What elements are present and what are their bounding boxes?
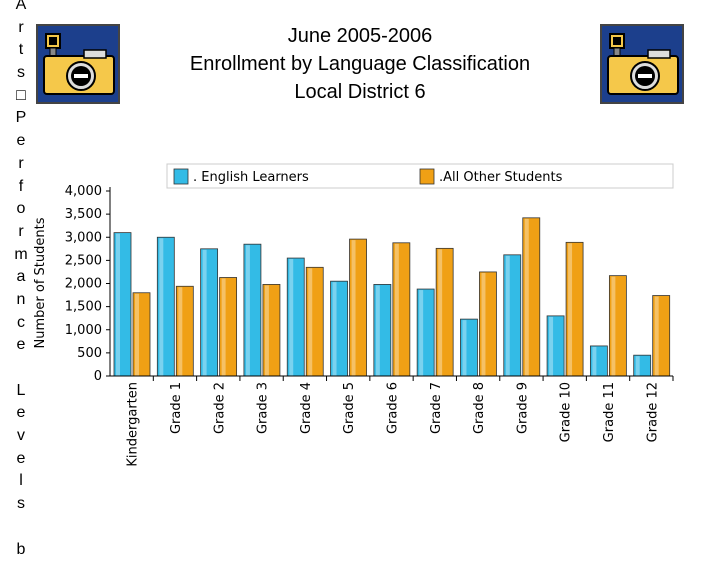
bar-highlight (506, 256, 510, 376)
legend-swatch (420, 169, 434, 184)
bar-highlight (655, 297, 659, 376)
y-axis-label: Number of Students (33, 217, 48, 348)
bar-all-other (436, 248, 453, 376)
bar-highlight (178, 287, 182, 376)
x-category-label: Grade 3 (256, 382, 271, 434)
bar-all-other (523, 218, 540, 376)
bar-highlight (525, 219, 529, 376)
x-category-label: Grade 8 (472, 382, 487, 434)
bar-highlight (568, 243, 572, 376)
y-tick-label: 0 (94, 369, 102, 384)
bar-highlight (419, 290, 423, 376)
bar-highlight (246, 245, 250, 376)
bar-highlight (438, 249, 442, 376)
bar-highlight (265, 285, 269, 376)
bar-highlight (289, 259, 293, 376)
side-text-char: b (10, 539, 32, 561)
legend-label: . English Learners (193, 170, 309, 185)
bar-highlight (203, 250, 207, 376)
x-category-label: Grade 5 (342, 382, 357, 434)
bar-highlight (549, 317, 553, 376)
bar-english-learners (504, 255, 521, 376)
bar-highlight (159, 238, 163, 376)
bar-highlight (376, 285, 380, 376)
bar-all-other (350, 239, 367, 376)
y-tick-label: 3,000 (65, 230, 102, 245)
chart-legend: . English Learners .All Other Students (167, 164, 673, 188)
y-tick-label: 2,500 (65, 253, 102, 268)
y-tick-label: 3,500 (65, 207, 102, 222)
x-category-label: Kindergarten (126, 382, 141, 467)
bar-english-learners (590, 346, 607, 376)
x-axis: Kindergarten Grade 1 Grade 2 Grade 3 Grade 4… (110, 376, 673, 467)
enrollment-bar-chart: . English Learners .All Other Students 0 5… (0, 0, 720, 540)
bar-all-other (479, 272, 496, 376)
y-tick-label: 4,000 (65, 184, 102, 199)
bar-highlight (611, 277, 615, 376)
bar-english-learners (460, 319, 477, 376)
bar-highlight (395, 244, 399, 376)
bar-highlight (333, 282, 337, 376)
bar-english-learners (634, 355, 651, 376)
bar-all-other (263, 284, 280, 376)
bar-highlight (481, 273, 485, 376)
bar-all-other (220, 277, 237, 376)
legend-swatch (174, 169, 188, 184)
bar-all-other (176, 286, 193, 376)
bar-highlight (352, 240, 356, 376)
bar-all-other (566, 242, 583, 376)
bar-english-learners (374, 284, 391, 376)
bar-english-learners (547, 316, 564, 376)
x-category-label: Grade 1 (169, 382, 184, 434)
bar-english-learners (331, 281, 348, 376)
bar-english-learners (201, 249, 218, 376)
y-tick-label: 1,500 (65, 300, 102, 315)
x-category-label: Grade 6 (386, 382, 401, 434)
y-tick-label: 2,000 (65, 277, 102, 292)
bar-highlight (222, 278, 226, 376)
bar-english-learners (157, 237, 174, 376)
bar-highlight (636, 356, 640, 376)
x-category-label: Grade 2 (212, 382, 227, 434)
bars (114, 218, 670, 376)
x-category-label: Grade 9 (515, 382, 530, 434)
bar-highlight (592, 347, 596, 376)
bar-all-other (306, 267, 323, 376)
bar-highlight (135, 294, 139, 376)
bar-english-learners (114, 233, 131, 376)
x-category-label: Grade 4 (299, 382, 314, 434)
x-category-label: Grade 10 (559, 382, 574, 442)
bar-all-other (393, 243, 410, 376)
y-tick-label: 1,000 (65, 323, 102, 338)
bar-english-learners (244, 244, 261, 376)
bar-all-other (133, 293, 150, 376)
bar-english-learners (287, 258, 304, 376)
y-axis: 0 500 1,000 1,500 2,000 2,500 3,000 3,500 4,000 (65, 184, 110, 384)
x-category-label: Grade 7 (429, 382, 444, 434)
x-category-label: Grade 12 (645, 382, 660, 442)
bar-highlight (462, 320, 466, 376)
legend-label: .All Other Students (439, 170, 563, 185)
bar-highlight (308, 268, 312, 376)
x-category-label: Grade 11 (602, 382, 617, 442)
bar-highlight (116, 234, 120, 376)
bar-english-learners (417, 289, 434, 376)
bar-all-other (609, 276, 626, 376)
y-tick-label: 500 (77, 346, 102, 361)
bar-all-other (653, 296, 670, 376)
